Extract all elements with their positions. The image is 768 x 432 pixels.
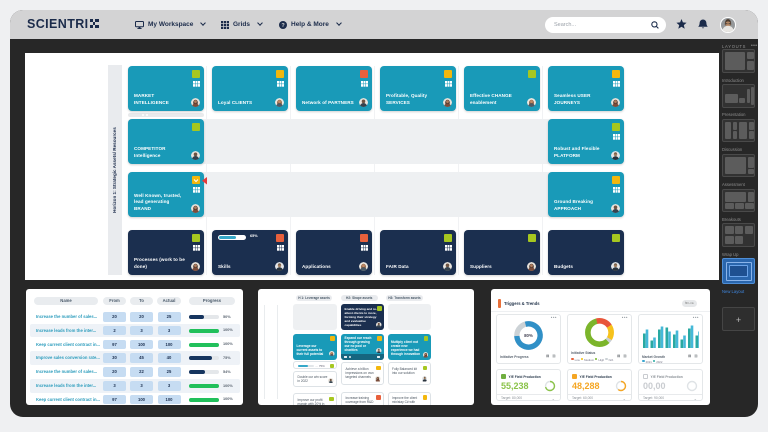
svg-text:80%: 80% [524, 333, 533, 338]
svg-text:?: ? [281, 23, 285, 29]
